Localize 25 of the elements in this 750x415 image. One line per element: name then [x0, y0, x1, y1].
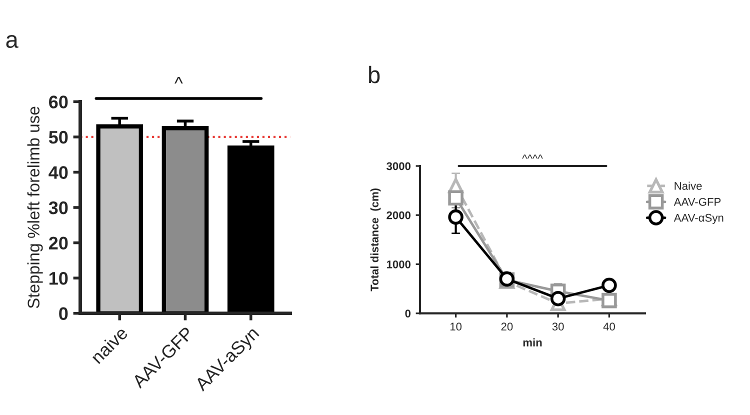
y-tick-label: 40: [48, 166, 68, 179]
y-tick-label: 60: [49, 96, 68, 108]
y-axis-title: Total distance (cm): [370, 188, 381, 292]
y-tick-label: 3000: [386, 162, 411, 170]
x-axis-title: min: [523, 338, 542, 346]
legend-label: AAV-αSyn: [674, 214, 724, 224]
y-tick-label: 0: [59, 307, 68, 320]
y-tick-label: 1000: [386, 260, 411, 268]
y-tick-label: 10: [50, 272, 68, 285]
y-axis-title: Stepping %left forelimb use: [27, 106, 43, 308]
x-tick-label: 10: [450, 322, 462, 331]
y-tick-label: 2000: [386, 211, 411, 220]
legend-label: AAV-GFP: [674, 198, 721, 206]
y-tick-label: 0: [405, 310, 411, 318]
legend-label: Naive: [674, 182, 702, 190]
y-tick-label: 30: [48, 201, 68, 214]
y-tick-label: 20: [48, 236, 68, 250]
x-tick-label: 20: [501, 322, 513, 331]
text: ^^^^: [522, 154, 543, 159]
x-tick-label: 30: [552, 322, 564, 331]
x-tick-label: 40: [603, 322, 615, 331]
text: ^: [174, 77, 183, 84]
y-tick-label: 50: [48, 130, 68, 144]
chart-title: b: [369, 66, 380, 84]
chart-title: a: [6, 35, 18, 48]
